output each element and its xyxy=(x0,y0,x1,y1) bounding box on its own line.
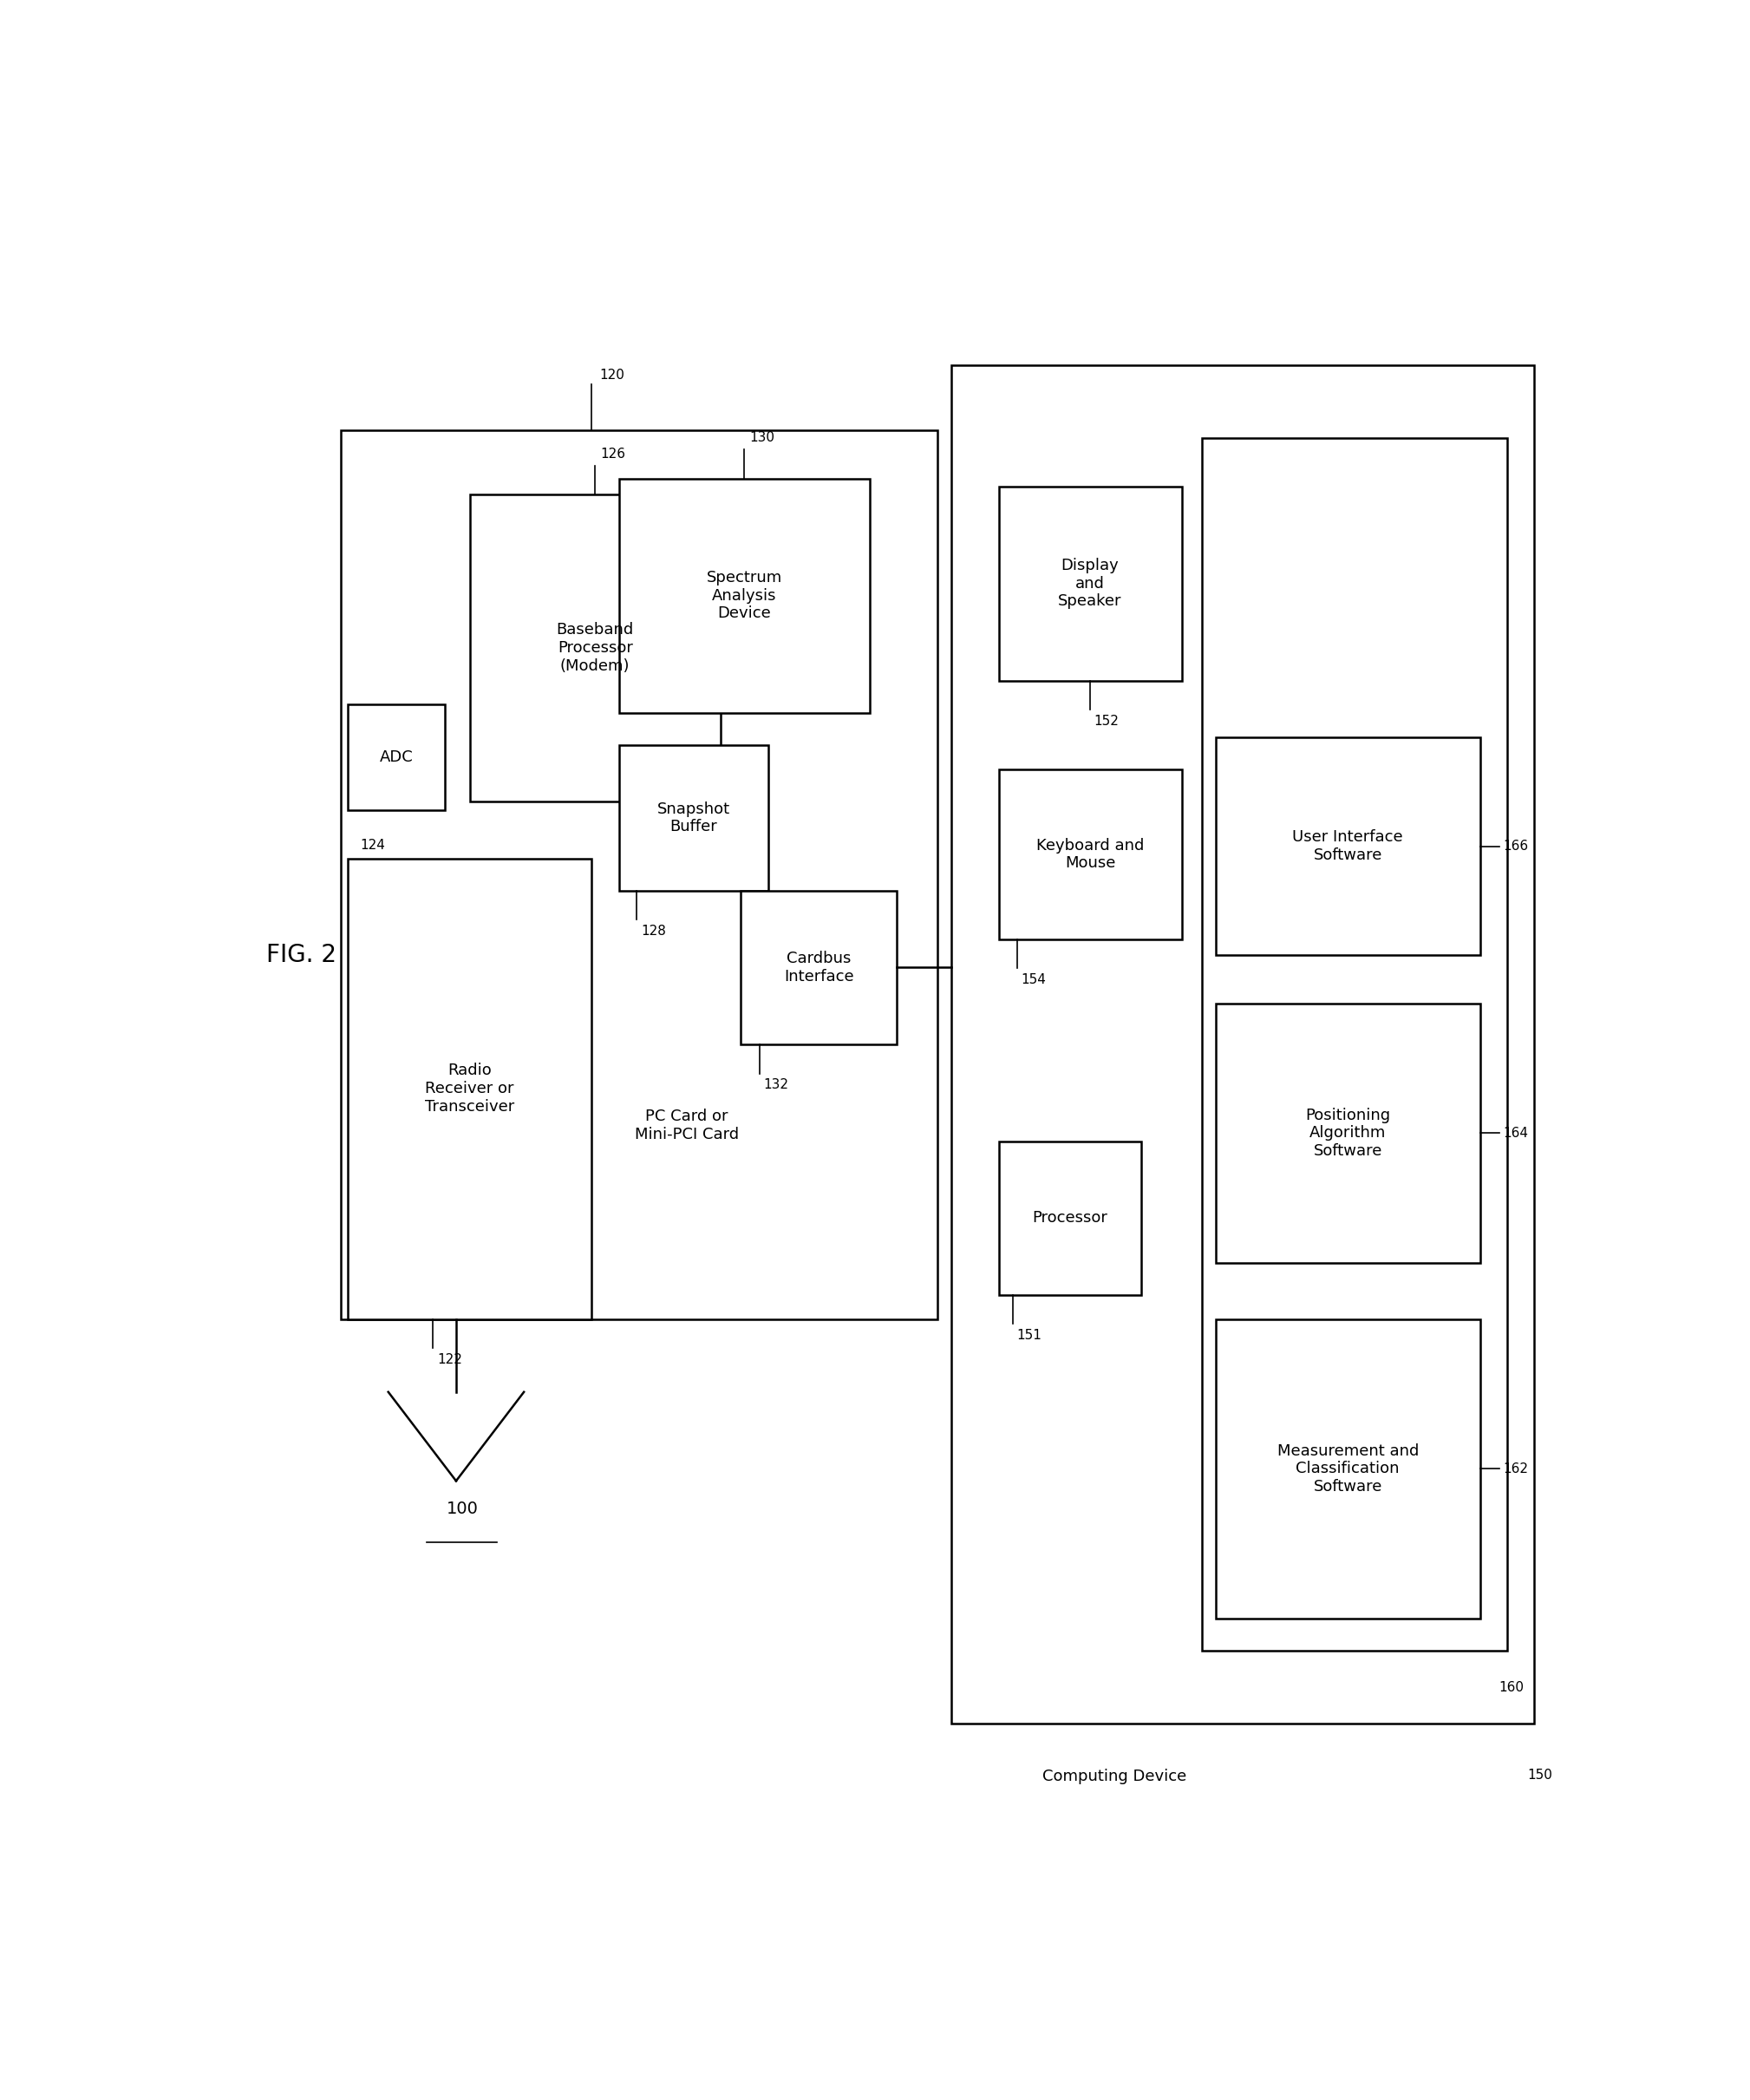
Bar xyxy=(952,365,1535,1724)
Text: 152: 152 xyxy=(1094,714,1120,727)
Bar xyxy=(1202,439,1507,1651)
Text: FIG. 2: FIG. 2 xyxy=(266,943,336,968)
Text: 126: 126 xyxy=(600,447,626,460)
Text: 122: 122 xyxy=(438,1352,462,1367)
Bar xyxy=(999,1142,1141,1296)
Text: PC Card or
Mini-PCI Card: PC Card or Mini-PCI Card xyxy=(635,1109,738,1142)
Text: 120: 120 xyxy=(600,368,625,382)
Bar xyxy=(740,890,896,1044)
Text: Memory: Memory xyxy=(1300,1031,1409,1056)
Bar xyxy=(348,706,444,811)
Text: Processor: Processor xyxy=(1032,1210,1108,1226)
Text: 160: 160 xyxy=(1500,1682,1524,1695)
Text: 151: 151 xyxy=(1017,1329,1041,1342)
Bar xyxy=(1216,1004,1480,1262)
Text: 166: 166 xyxy=(1503,840,1528,853)
Text: Cardbus
Interface: Cardbus Interface xyxy=(784,951,854,985)
Text: Computing Device: Computing Device xyxy=(1043,1768,1186,1785)
Text: Snapshot
Buffer: Snapshot Buffer xyxy=(656,800,730,836)
Bar xyxy=(341,430,938,1319)
Bar xyxy=(469,494,721,802)
Bar xyxy=(1216,1319,1480,1619)
Bar xyxy=(999,487,1181,680)
Text: Positioning
Algorithm
Software: Positioning Algorithm Software xyxy=(1305,1107,1390,1159)
Text: Radio
Receiver or
Transceiver: Radio Receiver or Transceiver xyxy=(425,1063,514,1115)
Text: ADC: ADC xyxy=(380,750,413,764)
Text: 100: 100 xyxy=(446,1499,480,1516)
Text: Spectrum
Analysis
Device: Spectrum Analysis Device xyxy=(707,569,782,622)
Text: 128: 128 xyxy=(640,924,665,939)
Text: 150: 150 xyxy=(1528,1768,1552,1781)
Bar xyxy=(1216,737,1480,956)
Text: Measurement and
Classification
Software: Measurement and Classification Software xyxy=(1277,1443,1419,1495)
Text: 130: 130 xyxy=(749,430,775,445)
Text: Display
and
Speaker: Display and Speaker xyxy=(1059,559,1122,609)
Text: 164: 164 xyxy=(1503,1128,1528,1140)
Text: 162: 162 xyxy=(1503,1462,1528,1476)
Text: 154: 154 xyxy=(1020,972,1046,987)
Bar xyxy=(999,769,1181,939)
Text: Keyboard and
Mouse: Keyboard and Mouse xyxy=(1036,838,1145,872)
Text: User Interface
Software: User Interface Software xyxy=(1293,830,1404,863)
Text: Baseband
Processor
(Modem): Baseband Processor (Modem) xyxy=(556,622,634,674)
Bar xyxy=(348,859,592,1319)
Text: 132: 132 xyxy=(763,1077,789,1092)
Bar xyxy=(620,479,870,712)
Text: 124: 124 xyxy=(360,840,385,853)
Bar xyxy=(620,746,768,890)
